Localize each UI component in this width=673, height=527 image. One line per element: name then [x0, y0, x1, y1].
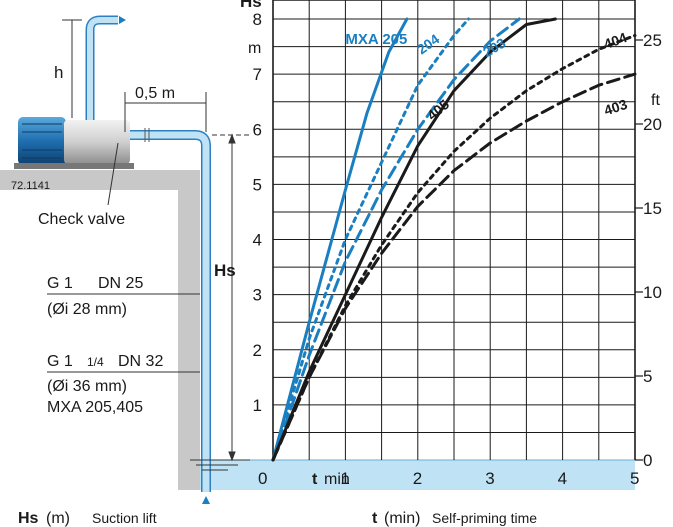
- y-unit-left: m: [248, 40, 261, 57]
- dimension-hs: [212, 133, 250, 462]
- x-tick-label: 1: [340, 469, 349, 488]
- pipe1-dn: DN 25: [98, 275, 143, 292]
- footer-left-unit: (m): [46, 510, 70, 527]
- footer-left-bold: Hs: [18, 510, 39, 527]
- ground-block: [0, 170, 200, 490]
- y-tick-label: 2: [253, 341, 262, 360]
- series-label: MXA 205: [345, 31, 407, 48]
- pipe2-inner: (Øi 36 mm): [47, 378, 127, 395]
- water-level-symbol: [190, 459, 250, 471]
- hs-marker: Hs: [214, 261, 236, 280]
- x-tick-label: 2: [413, 469, 422, 488]
- footer-left-desc: Suction lift: [92, 510, 157, 526]
- series-line: [271, 17, 470, 462]
- pipe2-models: MXA 205,405: [47, 399, 143, 416]
- pipe2-size: G 1: [47, 353, 73, 370]
- x-tick-label: 4: [558, 469, 567, 488]
- x-tick-label: 3: [485, 469, 494, 488]
- footer-right-bold: t: [372, 510, 378, 527]
- pipe1-spec: G 1 DN 25 (Øi 28 mm): [47, 275, 200, 318]
- ft-tick-label: 25: [643, 31, 662, 50]
- pipe2-dn: DN 32: [118, 353, 163, 370]
- ft-tick-label: 5: [643, 367, 652, 386]
- water-band: [190, 460, 635, 490]
- y-tick-label: 5: [253, 175, 262, 194]
- y-tick-label: 4: [253, 231, 262, 250]
- y-tick-label: 7: [253, 65, 262, 84]
- header-label: Hs: [240, 0, 262, 11]
- check-valve-label: Check valve: [38, 211, 125, 228]
- dim-h-label: h: [54, 63, 63, 82]
- inflow-arrow-icon: [202, 496, 210, 504]
- check-valve-leader: [107, 142, 119, 206]
- y-tick-label: 3: [253, 286, 262, 305]
- dimension-h: [62, 19, 82, 118]
- series-line: [271, 72, 637, 462]
- dim-offset-label: 0,5 m: [135, 85, 175, 102]
- chart-grid: [272, 0, 636, 460]
- x-tick-label: 0: [258, 469, 267, 488]
- flow-arrow-icon: [119, 16, 126, 24]
- footer-right-desc: Self-priming time: [432, 510, 537, 526]
- y-tick-label: 6: [253, 120, 262, 139]
- footer-right-unit: (min): [384, 510, 420, 527]
- ft-tick-label: 10: [643, 283, 662, 302]
- discharge-pipe: [85, 15, 126, 125]
- pipe1-inner: (Øi 28 mm): [47, 301, 127, 318]
- x-label-bold: t: [312, 471, 318, 488]
- y-tick-label: 8: [253, 10, 262, 29]
- pipe1-size: G 1: [47, 275, 73, 292]
- series-line: [271, 17, 557, 462]
- pipe2-frac: 1/4: [87, 355, 104, 369]
- ft-tick-label: 20: [643, 115, 662, 134]
- series-line: [271, 17, 521, 462]
- y-unit-right: ft: [651, 92, 660, 109]
- dimension-offset: [124, 92, 207, 132]
- pump-unit-icon: [14, 117, 134, 169]
- ft-tick-label: 0: [643, 451, 652, 470]
- x-label-unit: min: [324, 471, 350, 488]
- series-line: [271, 17, 409, 462]
- series-label: 403: [602, 96, 629, 119]
- ft-tick-label: 15: [643, 199, 662, 218]
- y-tick-label: 1: [253, 396, 262, 415]
- x-tick-label: 5: [630, 469, 639, 488]
- drawing-number: 72.1141: [11, 180, 50, 192]
- pipe2-spec: G 1 1/4 DN 32 (Øi 36 mm) MXA 205,405: [47, 353, 200, 416]
- suction-pipe: [125, 128, 211, 504]
- series-label: 404: [602, 29, 630, 52]
